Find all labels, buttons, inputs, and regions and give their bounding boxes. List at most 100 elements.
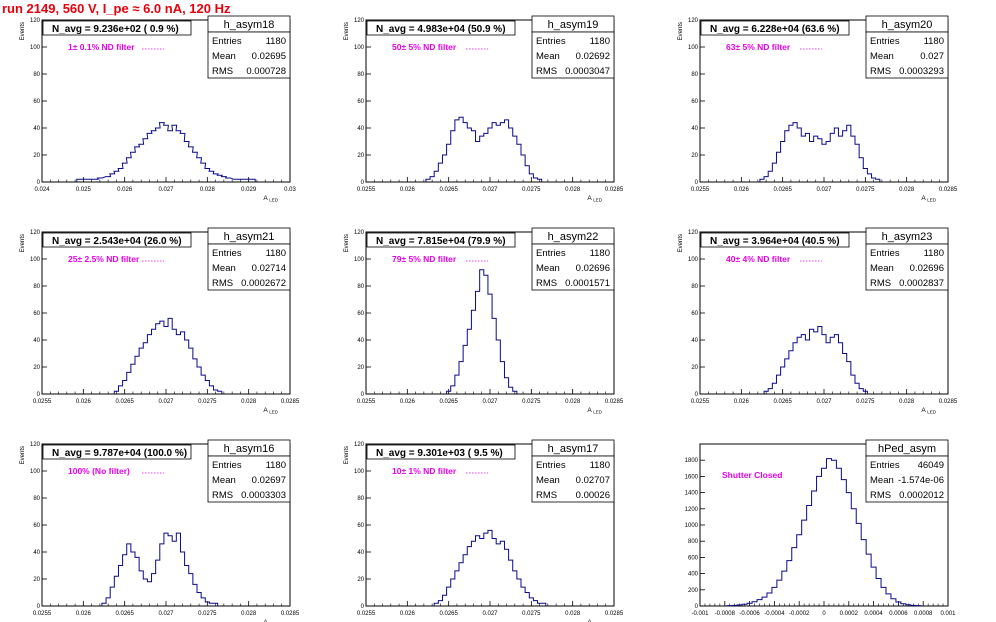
histogram-bars-hPed_asym xyxy=(726,458,922,607)
x-tick-label: 0.027 xyxy=(816,399,832,405)
y-axis-label: Events xyxy=(344,22,350,40)
histogram-bars-h_asym19 xyxy=(425,116,543,182)
histogram-bars-h_asym21 xyxy=(113,317,223,394)
y-tick-label: 0 xyxy=(695,392,699,398)
stats-label-rms: RMS xyxy=(870,278,891,289)
x-tick-label: 0.0255 xyxy=(357,399,376,405)
stats-value-rms: 0.0003293 xyxy=(899,66,944,77)
filter-label: 1± 0.1% ND filter xyxy=(68,42,135,52)
y-tick-label: 20 xyxy=(357,365,364,371)
stats-value-entries: 1180 xyxy=(266,36,286,47)
x-tick-label: 0.0285 xyxy=(605,187,624,193)
navg-box xyxy=(42,20,192,36)
x-tick-label: 0.026 xyxy=(400,187,416,193)
x-tick-label: -0.0002 xyxy=(789,611,810,617)
navg-box xyxy=(366,232,516,248)
y-tick-label: 40 xyxy=(691,338,698,344)
stats-value-mean: 0.02714 xyxy=(252,263,286,274)
x-tick-label: 0.0255 xyxy=(33,399,52,405)
stats-box xyxy=(865,31,949,79)
x-tick-label: 0.0285 xyxy=(939,399,958,405)
x-tick-label: 0.027 xyxy=(482,611,498,617)
x-tick-label: 0.0008 xyxy=(914,611,933,617)
y-tick-label: 120 xyxy=(688,18,699,24)
x-tick-label: 0 xyxy=(822,611,826,617)
x-tick-label: 0.027 xyxy=(158,611,174,617)
stats-value-mean: 0.02707 xyxy=(576,475,610,486)
stats-box xyxy=(207,31,291,79)
stats-label-entries: Entries xyxy=(536,460,566,471)
y-tick-label: 1200 xyxy=(685,507,699,513)
y-tick-label: 20 xyxy=(691,153,698,159)
stats-value-mean: 0.02697 xyxy=(252,475,286,486)
stats-box xyxy=(207,455,291,503)
x-tick-label: 0.0265 xyxy=(439,399,458,405)
histogram-panel-h_asym21: 0.0255 0.026 0.0265 0.027 0.0275 0.028 0.0285 0… xyxy=(20,227,300,415)
stats-value-rms: 0.0002837 xyxy=(899,278,944,289)
x-tick-label: 0.0002 xyxy=(840,611,859,617)
x-tick-label: -0.001 xyxy=(691,611,709,617)
stats-label-entries: Entries xyxy=(870,460,900,471)
x-tick-label: 0.028 xyxy=(565,187,581,193)
x-tick-label: 0.0265 xyxy=(439,187,458,193)
filter-label: 40± 4% ND filter xyxy=(726,254,791,264)
y-axis-label: Events xyxy=(20,234,26,252)
stats-label-mean: Mean xyxy=(536,263,560,274)
stats-label-entries: Entries xyxy=(536,36,566,47)
y-tick-label: 80 xyxy=(33,284,40,290)
histogram-panel-h_asym23: 0.0255 0.026 0.0265 0.027 0.0275 0.028 0.0285 0… xyxy=(678,227,958,415)
x-tick-label: 0.0265 xyxy=(115,611,134,617)
filter-label: 79± 5% ND filter xyxy=(392,254,457,264)
y-tick-label: 20 xyxy=(357,153,364,159)
y-tick-label: 40 xyxy=(691,126,698,132)
x-tick-label: 0.0255 xyxy=(691,399,710,405)
x-tick-label: 0.027 xyxy=(158,399,174,405)
x-tick-label: 0.0004 xyxy=(864,611,883,617)
x-tick-label: 0.026 xyxy=(76,611,92,617)
x-tick-label: 0.0285 xyxy=(939,187,958,193)
y-tick-label: 0 xyxy=(695,180,699,186)
stats-box xyxy=(865,455,949,503)
x-tick-label: 0.0255 xyxy=(691,187,710,193)
stats-value-entries: 1180 xyxy=(590,36,610,47)
y-tick-label: 800 xyxy=(688,539,699,545)
y-tick-label: 1800 xyxy=(685,458,699,464)
y-tick-label: 120 xyxy=(688,230,699,236)
y-tick-label: 40 xyxy=(357,338,364,344)
stats-value-entries: 1180 xyxy=(590,248,610,259)
y-tick-label: 80 xyxy=(357,496,364,502)
stats-label-entries: Entries xyxy=(212,460,242,471)
stats-label-mean: Mean xyxy=(536,51,560,62)
y-tick-label: 60 xyxy=(691,311,698,317)
histogram-panel-h_asym17: 0.0255 0.026 0.0265 0.027 0.0275 0.028 0.0285 0… xyxy=(344,439,624,622)
stats-label-rms: RMS xyxy=(870,490,891,501)
stats-value-mean: 0.027 xyxy=(920,51,944,62)
y-tick-label: 0 xyxy=(695,604,699,610)
stats-label-mean: Mean xyxy=(212,51,236,62)
y-tick-label: 120 xyxy=(30,442,41,448)
x-tick-label: 0.026 xyxy=(117,187,133,193)
y-tick-label: 80 xyxy=(357,284,364,290)
x-tick-label: 0.0275 xyxy=(856,399,875,405)
x-tick-label: 0.028 xyxy=(200,187,216,193)
histogram-name: h_asym21 xyxy=(224,231,275,243)
histogram-name: h_asym22 xyxy=(548,231,599,243)
stats-value-mean: 0.02696 xyxy=(910,263,944,274)
stats-box xyxy=(531,243,615,291)
stats-label-entries: Entries xyxy=(870,248,900,259)
stats-value-mean: 0.02692 xyxy=(576,51,610,62)
y-tick-label: 20 xyxy=(33,153,40,159)
y-tick-label: 1400 xyxy=(685,491,699,497)
x-tick-label: -0.0004 xyxy=(764,611,785,617)
x-tick-label: 0.025 xyxy=(76,187,92,193)
x-tick-label: 0.027 xyxy=(158,187,174,193)
y-tick-label: 80 xyxy=(33,496,40,502)
stats-label-entries: Entries xyxy=(212,248,242,259)
run-title: run 2149, 560 V, I_pe ≈ 6.0 nA, 120 Hz xyxy=(2,1,231,16)
x-tick-label: 0.0285 xyxy=(281,611,300,617)
histogram-name: h_asym19 xyxy=(548,19,599,31)
stats-value-entries: 1180 xyxy=(590,460,610,471)
y-tick-label: 120 xyxy=(354,442,365,448)
